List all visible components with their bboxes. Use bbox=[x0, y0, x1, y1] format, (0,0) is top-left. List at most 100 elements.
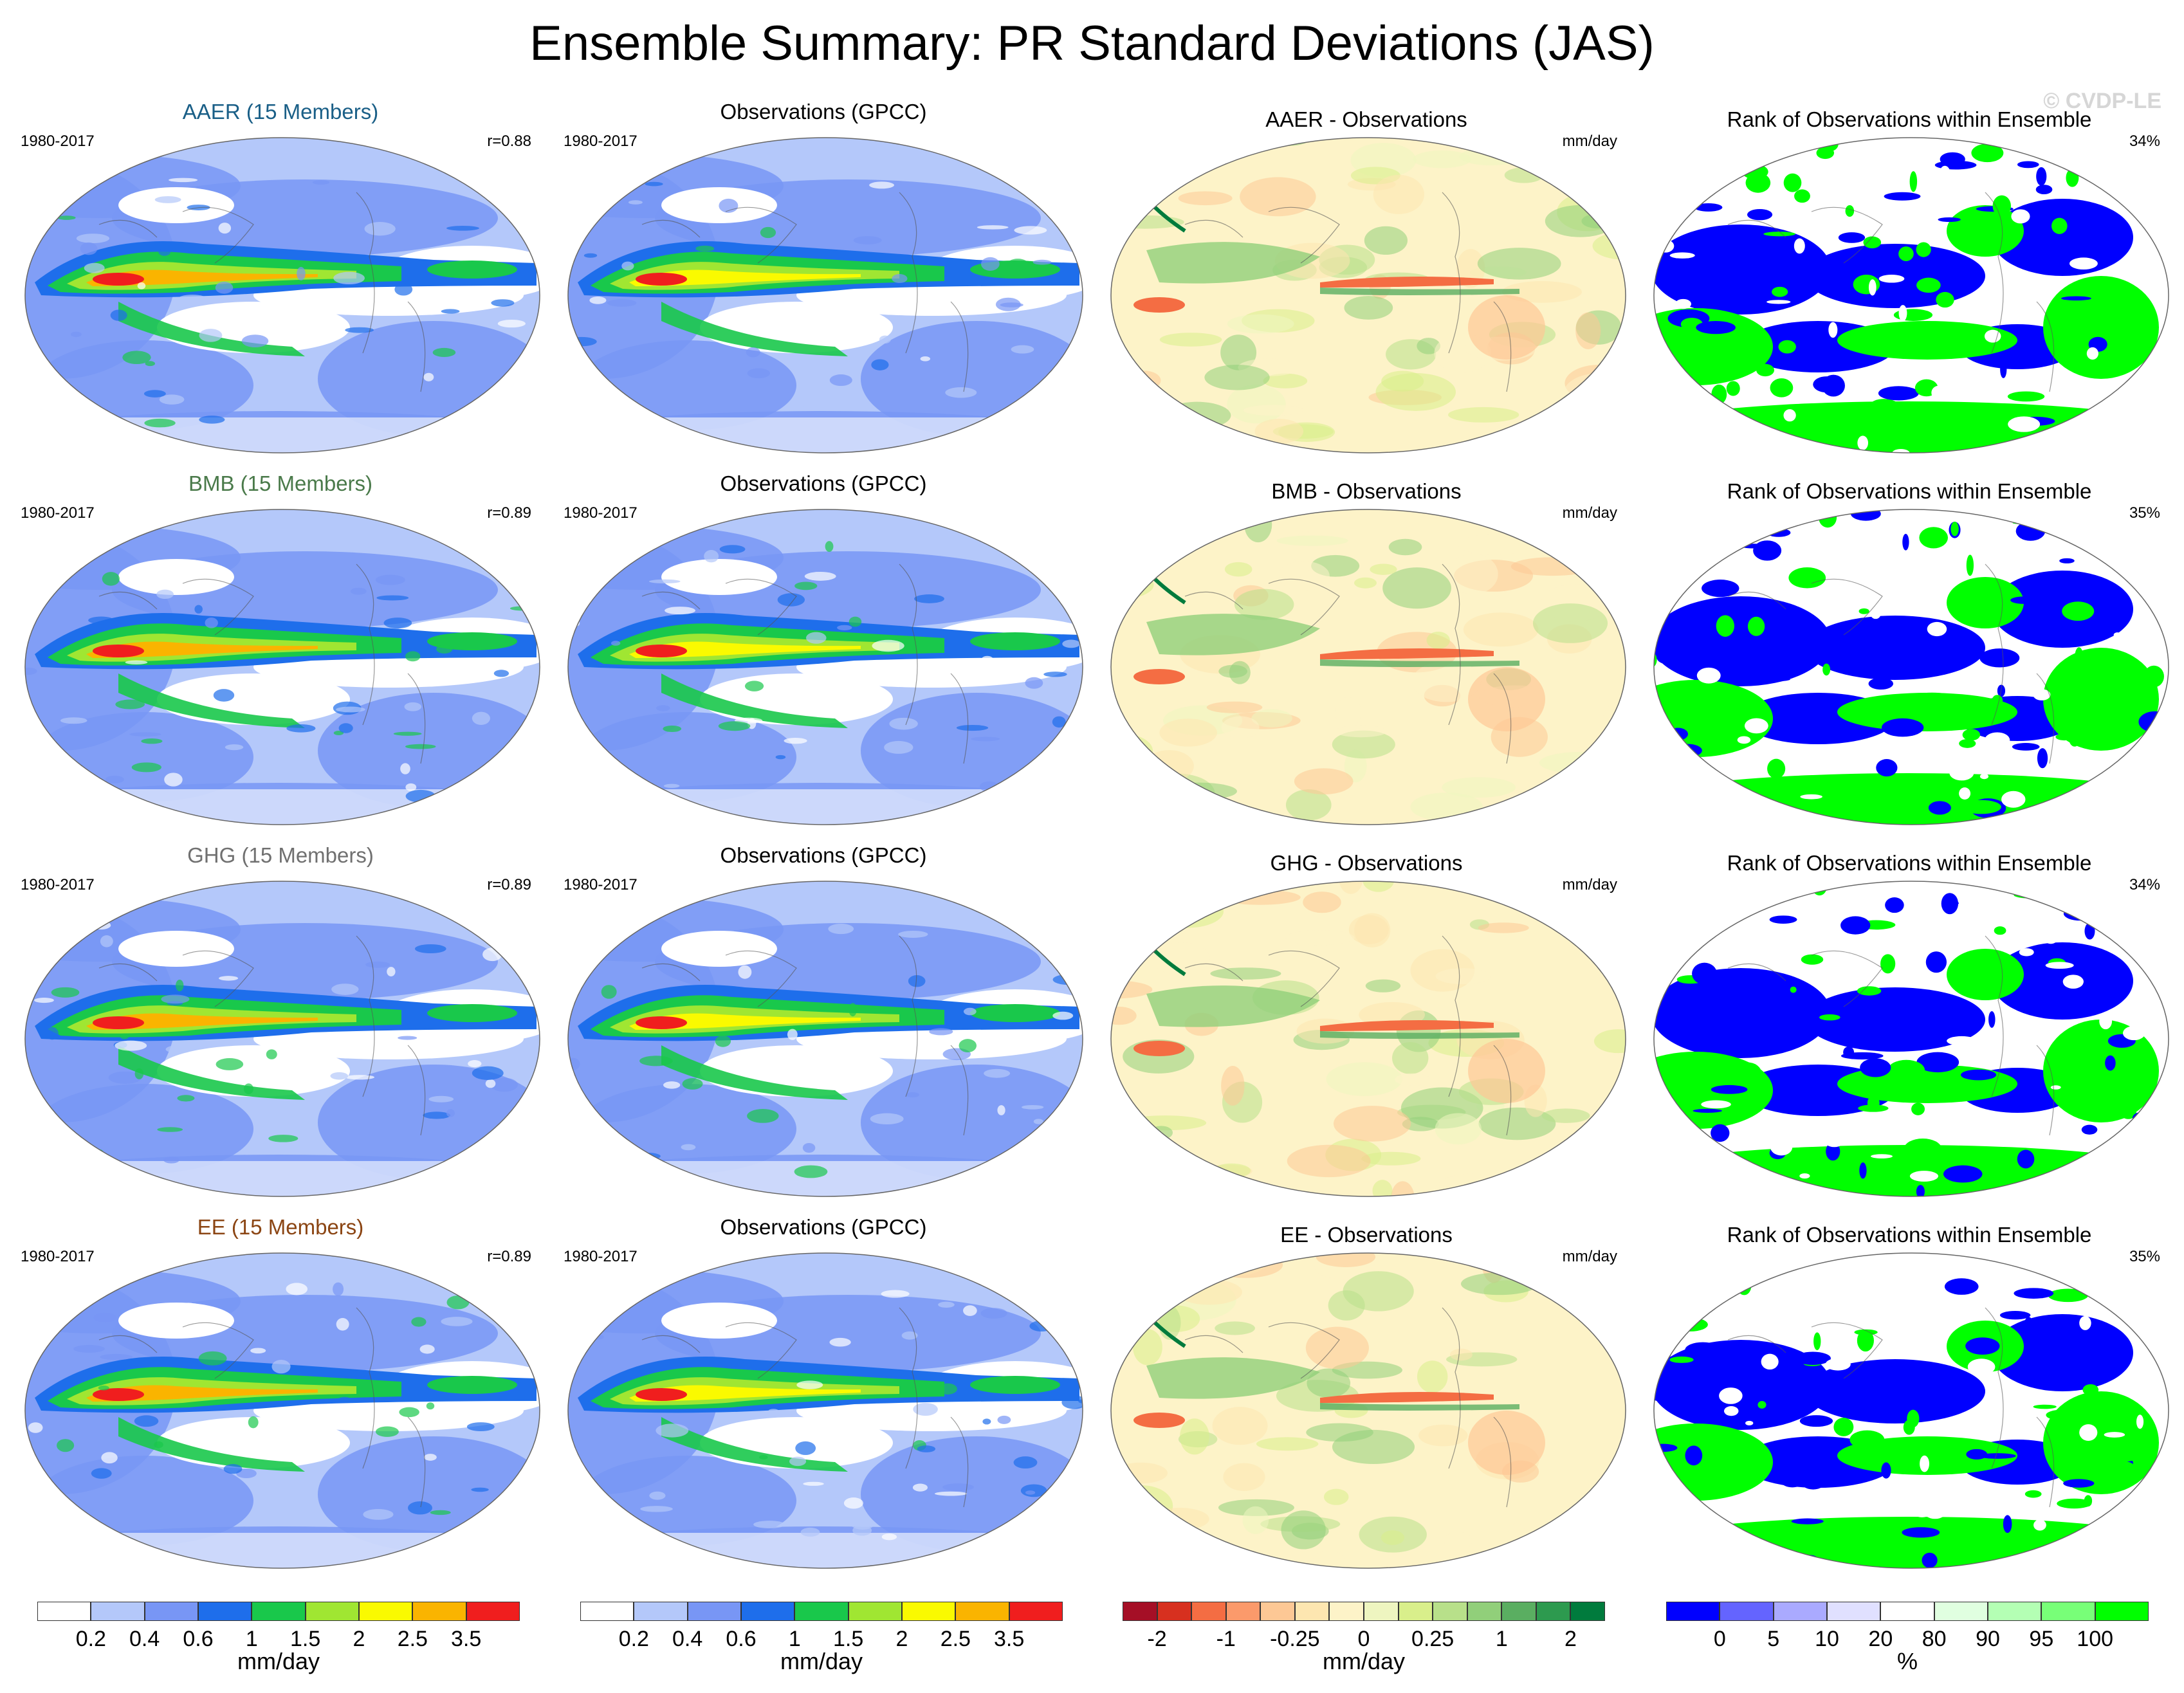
rank-patch bbox=[1711, 384, 1727, 405]
rank-region bbox=[1992, 1314, 2133, 1391]
noise-patch bbox=[156, 589, 174, 599]
rank-patch bbox=[2057, 138, 2084, 147]
noise-patch bbox=[977, 225, 1009, 230]
diff-patch bbox=[1388, 538, 1422, 556]
noise-patch bbox=[441, 1317, 473, 1326]
rank-patch bbox=[1944, 1278, 1979, 1295]
noise-patch bbox=[98, 1386, 109, 1391]
diff-patch bbox=[1151, 1319, 1186, 1348]
coastline bbox=[641, 935, 969, 1136]
rank-patch bbox=[1657, 138, 1675, 153]
noise-patch bbox=[405, 651, 421, 662]
rank-patch bbox=[1802, 434, 1831, 453]
contour-band bbox=[970, 1376, 1060, 1394]
colorbar-box bbox=[1880, 1602, 1934, 1621]
rank-patch bbox=[1819, 1014, 1840, 1021]
colorbar-tick-label: 0 bbox=[1713, 1627, 1726, 1651]
rank-patch bbox=[1711, 1032, 1732, 1050]
diff-patch bbox=[1545, 793, 1583, 810]
panel-title: EE - Observations bbox=[1280, 1223, 1453, 1247]
rank-patch bbox=[1959, 787, 1971, 800]
noise-patch bbox=[829, 374, 852, 387]
rank-patch bbox=[1995, 1189, 2032, 1194]
map-frame bbox=[1108, 134, 1629, 456]
noise-patch bbox=[892, 274, 908, 284]
rank-patch bbox=[1719, 1387, 1743, 1404]
rank-patch bbox=[2139, 1153, 2169, 1172]
noise-patch bbox=[784, 738, 807, 744]
diff-patch bbox=[1206, 701, 1263, 713]
diff-patch bbox=[1334, 725, 1388, 738]
contour-band bbox=[25, 789, 540, 825]
noise-patch bbox=[177, 295, 208, 304]
noise-patch bbox=[408, 1501, 432, 1515]
noise-patch bbox=[996, 421, 1011, 426]
rank-patch bbox=[1799, 1471, 1827, 1490]
noise-patch bbox=[1038, 405, 1061, 410]
noise-patch bbox=[466, 1422, 495, 1432]
rank-patch bbox=[1916, 654, 1959, 660]
rank-map-2 bbox=[1653, 509, 2169, 825]
diff-patch bbox=[1492, 1552, 1525, 1568]
contour-band bbox=[970, 1004, 1060, 1022]
noise-patch bbox=[411, 1317, 427, 1327]
rank-patch bbox=[1857, 986, 1882, 996]
noise-patch bbox=[738, 965, 752, 979]
colorbar-tick-label: 1 bbox=[245, 1627, 258, 1651]
panel-title: GHG (15 Members) bbox=[187, 843, 374, 867]
contour-band bbox=[427, 1004, 517, 1022]
contour-band bbox=[568, 1533, 1083, 1568]
obs-panel-2: Observations (GPCC) 1980-2017 bbox=[551, 471, 1096, 832]
rank-patch bbox=[1909, 1171, 1939, 1182]
diff-patch bbox=[1593, 1029, 1626, 1054]
noise-patch bbox=[719, 545, 746, 554]
rank-patch bbox=[1875, 1176, 1884, 1196]
rank-patch bbox=[1882, 584, 1913, 592]
noise-patch bbox=[436, 645, 453, 654]
rank-patch bbox=[2019, 948, 2034, 956]
noise-patch bbox=[46, 387, 71, 396]
diff-patch bbox=[1111, 810, 1148, 825]
colorbar-tick-label: 1 bbox=[788, 1627, 801, 1651]
noise-patch bbox=[929, 1028, 953, 1036]
diff-patch bbox=[1307, 1368, 1351, 1398]
rank-patch bbox=[2079, 1424, 2098, 1441]
diff-patch bbox=[1323, 1488, 1349, 1505]
rank-patch bbox=[2053, 889, 2060, 898]
colorbar-tick-label: 0.2 bbox=[618, 1627, 649, 1651]
rank-region bbox=[1805, 987, 1985, 1052]
noise-patch bbox=[441, 309, 460, 314]
rank-patch bbox=[1735, 812, 1757, 825]
rank-patch bbox=[1711, 1084, 1748, 1094]
rank-patch bbox=[2045, 962, 2074, 969]
diff-patch bbox=[1583, 904, 1626, 922]
noise-patch bbox=[169, 178, 198, 183]
noise-patch bbox=[879, 335, 891, 344]
noise-patch bbox=[603, 389, 614, 396]
noise-patch bbox=[199, 329, 223, 342]
rank-patch bbox=[2132, 434, 2158, 451]
noise-patch bbox=[428, 1095, 454, 1103]
noise-patch bbox=[384, 1410, 399, 1418]
noise-patch bbox=[1007, 259, 1029, 271]
rank-patch bbox=[1870, 609, 1881, 619]
diff-patch bbox=[1574, 1162, 1599, 1196]
rank-patch bbox=[1969, 958, 1992, 978]
contour-band bbox=[93, 1016, 144, 1029]
diff-patch bbox=[1478, 922, 1529, 933]
noise-patch bbox=[444, 789, 461, 796]
diff-patch bbox=[1448, 407, 1519, 423]
noise-patch bbox=[364, 222, 396, 236]
rank-patch bbox=[1799, 1555, 1819, 1564]
rank-patch bbox=[2024, 1317, 2033, 1332]
noise-patch bbox=[1062, 1126, 1083, 1133]
colorbar-tick-label: 3.5 bbox=[451, 1627, 482, 1651]
noise-patch bbox=[982, 1418, 991, 1425]
contour-band bbox=[86, 641, 318, 658]
noise-patch bbox=[1052, 716, 1066, 728]
rank-patch bbox=[1696, 321, 1736, 334]
rank-patch bbox=[1902, 1527, 1940, 1538]
noise-patch bbox=[881, 1533, 897, 1541]
noise-patch bbox=[102, 572, 120, 586]
noise-patch bbox=[656, 1423, 689, 1438]
